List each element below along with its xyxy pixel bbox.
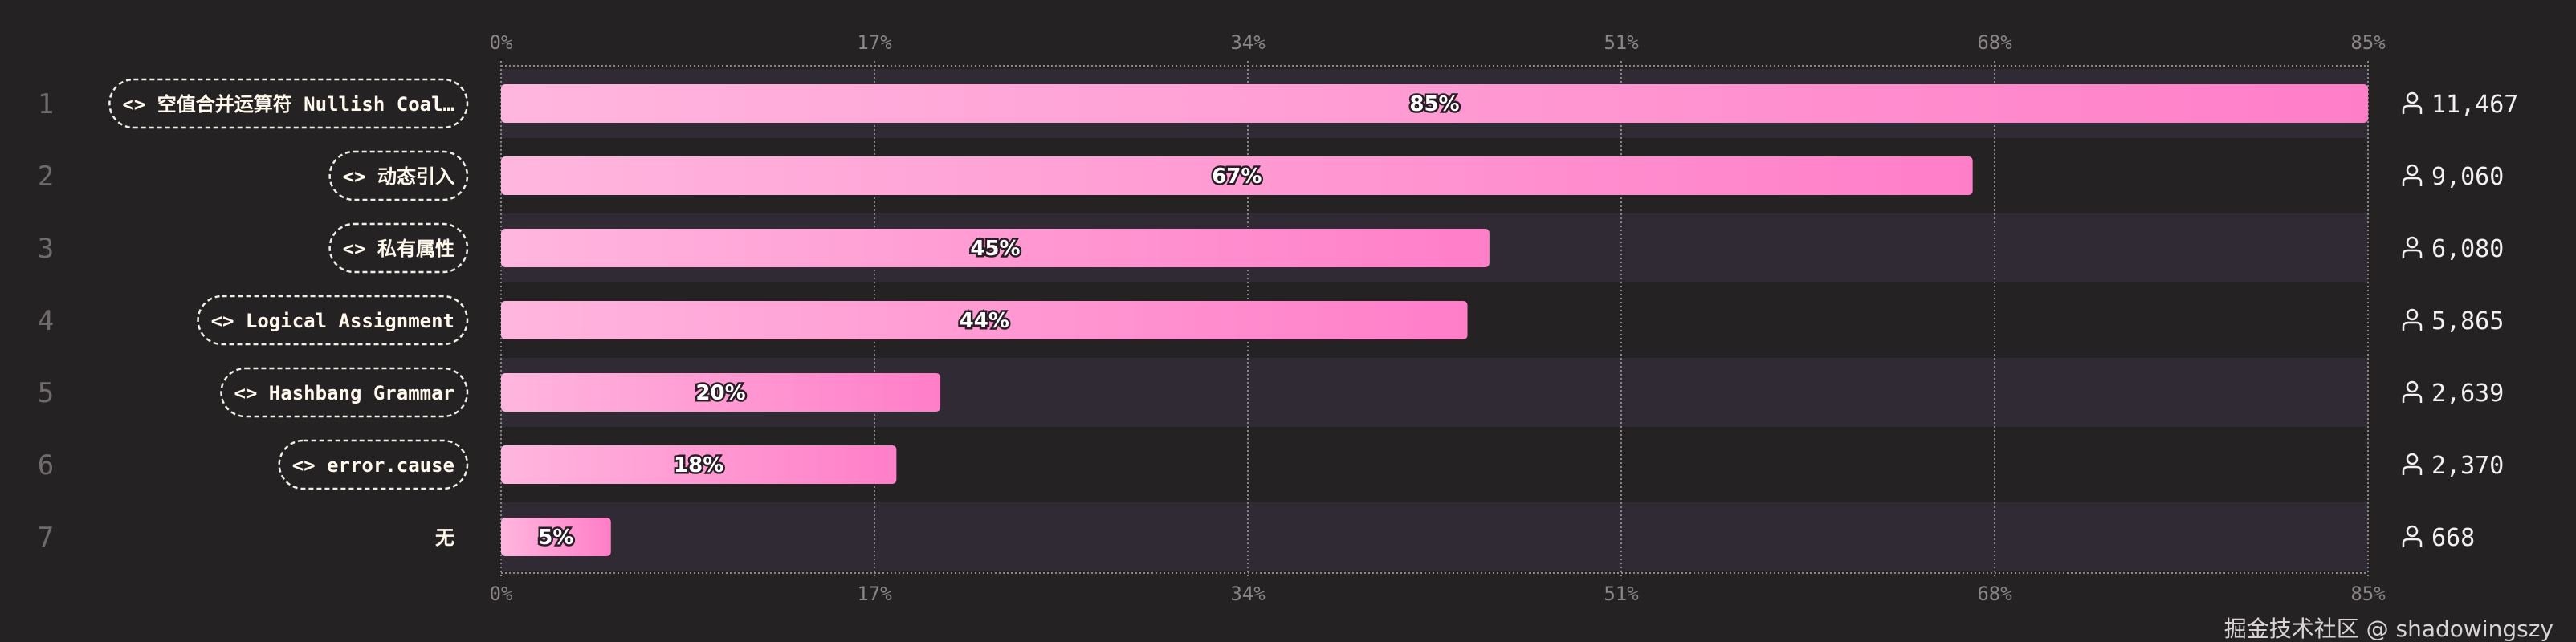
bar-value-label: 67% (1212, 165, 1262, 189)
respondent-count: 6,080 (2431, 235, 2504, 263)
bar (501, 156, 1973, 195)
bar (501, 373, 941, 412)
category-pill (108, 78, 469, 129)
user-icon (2402, 525, 2423, 547)
bar-value-label: 5% (538, 526, 573, 550)
rank-number: 4 (38, 305, 54, 337)
bar-row: 6 <> error.cause 18% 2,370 (38, 439, 2504, 490)
user-icon-head (2406, 308, 2419, 321)
user-icon (2402, 380, 2423, 403)
bar-row: 2 <> 动态引入 67% 9,060 (38, 150, 2504, 201)
user-icon-body (2402, 393, 2423, 403)
user-icon (2402, 91, 2423, 114)
user-icon-body (2402, 465, 2423, 475)
bar (501, 445, 897, 484)
user-icon (2402, 164, 2423, 186)
user-icon-body (2402, 104, 2423, 114)
category-label: <> 空值合并运算符 Nullish Coal… (122, 93, 454, 116)
x-tick-label-bottom: 17% (857, 583, 892, 605)
respondent-count: 2,370 (2431, 452, 2504, 480)
user-icon-body (2402, 538, 2423, 547)
x-tick-label-bottom: 85% (2350, 583, 2386, 605)
user-icon-head (2406, 380, 2419, 393)
user-icon-body (2402, 249, 2423, 258)
rank-number: 6 (38, 449, 54, 482)
rank-number: 5 (38, 377, 54, 409)
user-icon (2402, 453, 2423, 475)
bar-value-label: 44% (960, 309, 1009, 333)
user-icon-head (2406, 91, 2419, 104)
user-icon-body (2402, 321, 2423, 331)
category-pill (197, 295, 469, 346)
row-band (501, 502, 2368, 571)
bar-row: 4 <> Logical Assignment 44% 5,865 (38, 295, 2504, 346)
x-tick-label-top: 17% (857, 31, 892, 54)
bar (501, 518, 611, 556)
watermark: 掘金技术社区 @ shadowingszy (2224, 616, 2554, 642)
user-icon (2402, 236, 2423, 258)
respondent-count: 5,865 (2431, 307, 2504, 335)
bar-value-label: 20% (695, 381, 745, 405)
bar-row: 3 <> 私有属性 45% 6,080 (38, 222, 2504, 274)
x-tick-label-top: 68% (1977, 31, 2012, 54)
rank-number: 1 (38, 88, 54, 120)
category-label: <> Hashbang Grammar (234, 382, 454, 404)
bar-value-label: 45% (970, 237, 1020, 261)
category-label: <> 动态引入 (343, 165, 454, 188)
bar-row: 7 无 5% 668 (38, 518, 2475, 556)
user-icon-head (2406, 236, 2419, 249)
category-pill (328, 222, 469, 274)
category-pill (328, 150, 469, 201)
user-icon-head (2406, 525, 2419, 538)
category-label: <> Logical Assignment (211, 310, 454, 332)
rank-number: 3 (38, 233, 54, 265)
x-tick-label-bottom: 68% (1977, 583, 2012, 605)
rank-number: 2 (38, 160, 54, 193)
bar-row: 1 <> 空值合并运算符 Nullish Coal… 85% 11,467 (38, 78, 2518, 129)
user-icon-head (2406, 164, 2419, 177)
category-label: 无 (435, 526, 454, 549)
rank-number: 7 (38, 522, 54, 554)
category-pill (220, 367, 469, 418)
x-tick-label-top: 34% (1230, 31, 1266, 54)
bar (501, 301, 1468, 339)
bar-row: 5 <> Hashbang Grammar 20% 2,639 (38, 367, 2504, 418)
x-tick-label-top: 0% (490, 31, 513, 54)
bar-value-label: 18% (674, 453, 723, 477)
user-icon-head (2406, 453, 2419, 465)
respondent-count: 9,060 (2431, 163, 2504, 191)
user-icon-body (2402, 177, 2423, 186)
respondent-count: 2,639 (2431, 380, 2504, 408)
category-label: <> 私有属性 (343, 238, 454, 260)
user-icon (2402, 308, 2423, 331)
category-label: <> error.cause (292, 454, 454, 477)
bar (501, 84, 2368, 123)
bar (501, 229, 1490, 267)
category-pill (278, 439, 469, 490)
x-tick-label-top: 51% (1604, 31, 1639, 54)
x-tick-label-top: 85% (2350, 31, 2386, 54)
x-tick-label-bottom: 34% (1230, 583, 1266, 605)
bar-value-label: 85% (1409, 92, 1459, 116)
respondent-count: 11,467 (2431, 91, 2518, 119)
x-tick-label-bottom: 0% (490, 583, 513, 605)
x-tick-label-bottom: 51% (1604, 583, 1639, 605)
respondent-count: 668 (2431, 524, 2475, 552)
